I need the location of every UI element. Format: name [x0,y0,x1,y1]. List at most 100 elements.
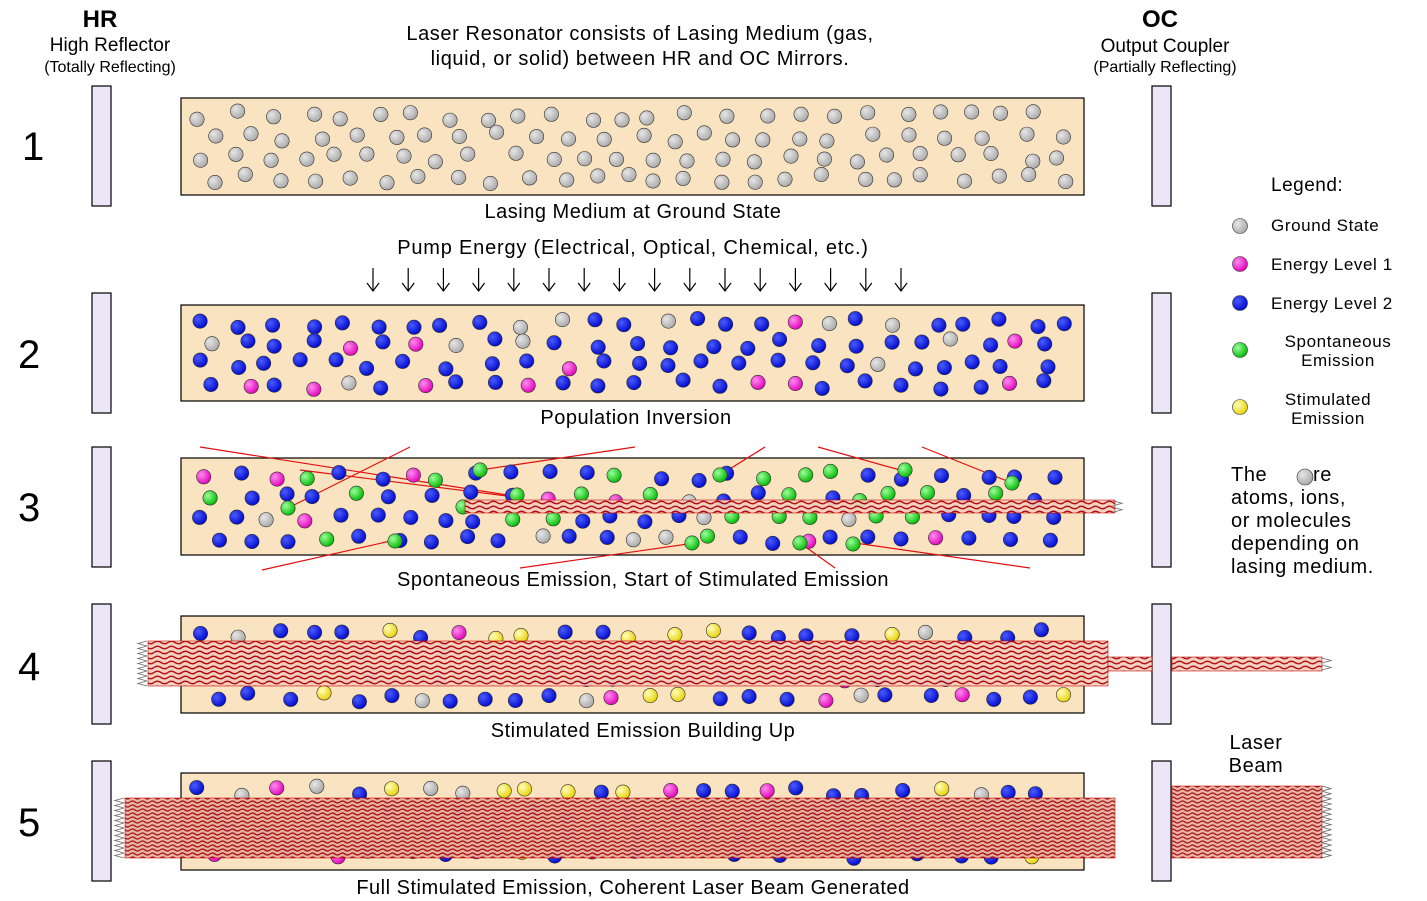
ground-state-atom [379,175,395,191]
ground-state-atom [937,130,953,146]
ground-state-atom [590,168,606,184]
ground-state-atom [608,151,624,167]
ground-state-atom [1055,129,1071,145]
beam-arrowhead [113,827,125,834]
energy-level-2-atom [696,783,712,799]
pump-arrow-head [577,282,591,292]
energy-level-2-atom [283,691,299,707]
ground-state-atom [258,512,274,528]
energy-level-2-atom [229,509,245,525]
energy-level-2-atom [351,694,367,710]
energy-level-2-atom [541,688,557,704]
spontaneous-emission-atom [988,485,1004,501]
beam-arrowhead [113,847,125,854]
pump-arrow-head [824,282,838,292]
beam-arrowhead [1321,795,1333,802]
ground-state-atom [508,145,524,161]
energy-level-2-atom [448,374,464,390]
energy-level-2-atom [847,311,863,327]
ground-state-atom [579,693,595,709]
pump-arrow-head [788,282,802,292]
beam-arrowhead [136,660,148,667]
energy-level-2-atom [788,780,804,796]
ground-state-atom [614,112,630,128]
energy-level-2-atom [230,319,246,335]
spontaneous-emission-atom [712,467,728,483]
energy-level-2-atom [555,375,571,391]
energy-level-2-atom [519,353,535,369]
legend-label-energy-level-1: Energy Level 1 [1271,255,1393,274]
stage-1-caption: Lasing Medium at Ground State [484,201,782,223]
energy-level-2-atom [884,334,900,350]
energy-level-2-atom [955,316,971,332]
ground-state-atom [482,176,498,192]
spontaneous-emission-atom [348,485,364,501]
ground-state-atom [349,127,365,143]
energy-level-2-atom [266,338,282,354]
energy-level-2-atom [765,535,781,551]
note-line-2: atoms, ions, [1231,487,1347,509]
legend-label-stimulated-line-1: Stimulated [1284,390,1372,409]
energy-level-1-atom [269,471,285,487]
energy-level-2-atom [822,529,838,545]
energy-level-2-atom [718,316,734,332]
energy-level-2-atom [487,331,503,347]
spontaneous-emission-atom [606,467,622,483]
ground-state-atom [373,106,389,122]
stage-number-5: 5 [18,801,41,845]
stage-number-4: 4 [18,645,41,689]
pump-arrow-head [436,282,450,292]
stimulated-emission-atom [382,622,398,638]
energy-level-1-atom [787,375,803,391]
ground-state-atom [950,147,966,163]
beam-arrowhead [1321,821,1333,828]
energy-level-2-atom [848,338,864,354]
stimulated-emission-atom [384,781,400,797]
ground-state-atom [1019,126,1035,142]
energy-level-1-atom [759,783,775,799]
ground-state-atom [675,170,691,186]
ground-state-atom [577,151,593,167]
energy-level-2-atom [244,490,260,506]
ground-state-atom [410,169,426,185]
energy-level-1-atom [787,314,803,330]
laser-beam-label: Laser Beam [1206,732,1306,778]
energy-level-2-atom [986,691,1002,707]
ground-state-atom [870,356,886,372]
note-line-1-before: The [1231,464,1268,486]
intro-line-1: Laser Resonator consists of Lasing Mediu… [406,23,874,45]
beam-arrowhead [1321,847,1333,854]
energy-level-2-atom [432,317,448,333]
energy-level-2-atom [380,489,396,505]
ground-state-atom [314,131,330,147]
stimulated-emission-atom [1056,687,1072,703]
energy-level-1-atom [663,782,679,798]
stage-3-beam-arrowheads [1112,500,1124,513]
ground-state-atom [414,693,430,709]
energy-level-2-atom [593,784,609,800]
spontaneous-photon-ray [854,542,1031,569]
note-atom-icon [1296,468,1314,486]
note-line-4: depending on [1231,533,1360,555]
energy-level-2-atom [240,685,256,701]
laser-beam-label-line-2: Beam [1228,755,1284,777]
energy-level-2-atom [477,691,493,707]
ground-state-atom [274,133,290,149]
energy-level-2-atom [779,691,795,707]
spontaneous-emission-atom [319,531,335,547]
spontaneous-photon-ray [519,542,696,569]
energy-level-1-atom [306,381,322,397]
ground-state-atom [841,511,857,527]
ground-state-atom [793,106,809,122]
ground-state-atom [645,173,661,189]
oc-abbreviation: OC [1142,6,1178,33]
ground-state-atom [714,174,730,190]
oc-description: (Partially Reflecting) [1093,59,1237,76]
ground-state-atom [1058,174,1074,190]
spontaneous-emission-atom [573,486,589,502]
stage-5-beam-overlay [182,800,1083,856]
energy-level-2-atom [630,336,646,352]
ground-state-atom [389,129,405,145]
energy-level-2-atom [1042,532,1058,548]
energy-level-1-atom [818,692,834,708]
